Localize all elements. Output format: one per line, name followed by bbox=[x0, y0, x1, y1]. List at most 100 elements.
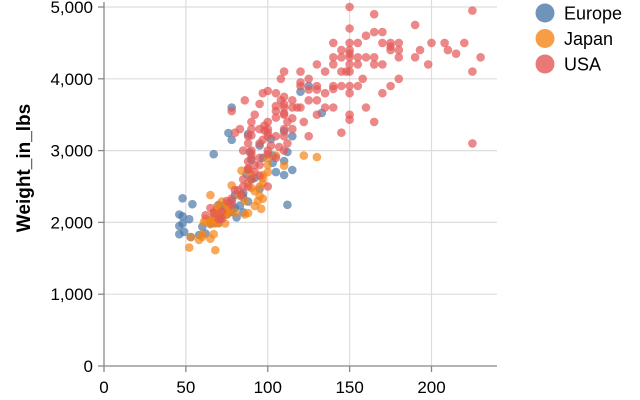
data-point-usa bbox=[320, 103, 330, 112]
data-point-europe bbox=[288, 165, 297, 175]
data-point-usa bbox=[271, 131, 281, 141]
legend-label-europe: Europe bbox=[564, 4, 622, 24]
data-point-europe bbox=[271, 167, 281, 177]
data-point-usa bbox=[255, 171, 264, 180]
legend: Europe Japan USA bbox=[535, 3, 622, 75]
data-point-usa bbox=[329, 103, 338, 112]
data-point-usa bbox=[243, 139, 253, 148]
data-point-usa bbox=[263, 182, 273, 191]
data-point-japan bbox=[209, 229, 218, 239]
data-point-usa bbox=[288, 114, 297, 123]
data-point-usa bbox=[337, 67, 346, 76]
data-point-usa bbox=[361, 53, 371, 62]
data-point-usa bbox=[296, 78, 305, 87]
data-point-usa bbox=[276, 74, 286, 84]
data-point-usa bbox=[227, 106, 236, 116]
grid bbox=[104, 0, 497, 366]
data-point-usa bbox=[345, 38, 354, 48]
data-point-japan bbox=[186, 232, 196, 242]
data-point-usa bbox=[263, 124, 273, 134]
data-point-usa bbox=[353, 38, 363, 48]
data-point-japan bbox=[206, 190, 215, 200]
data-point-usa bbox=[299, 117, 309, 127]
y-tick-label: 5,000 bbox=[50, 0, 93, 17]
legend-label-usa: USA bbox=[564, 55, 601, 75]
data-point-usa bbox=[279, 67, 289, 76]
data-point-usa bbox=[394, 38, 404, 48]
data-point-usa bbox=[423, 60, 433, 69]
data-point-europe bbox=[178, 219, 187, 228]
data-point-japan bbox=[250, 201, 259, 211]
data-point-usa bbox=[279, 146, 289, 155]
data-point-usa bbox=[337, 45, 346, 55]
data-point-europe bbox=[178, 194, 187, 203]
y-axis-title: Weight_in_lbs bbox=[14, 104, 35, 232]
data-point-usa bbox=[271, 113, 281, 122]
data-point-usa bbox=[243, 157, 253, 166]
data-point-usa bbox=[378, 88, 387, 98]
data-point-usa bbox=[312, 110, 322, 119]
legend-swatch-usa bbox=[535, 54, 555, 74]
data-point-usa bbox=[443, 45, 453, 55]
data-point-usa bbox=[279, 110, 289, 119]
data-point-usa bbox=[288, 96, 297, 105]
data-point-usa bbox=[337, 81, 346, 91]
data-point-usa bbox=[358, 74, 368, 84]
data-point-usa bbox=[451, 49, 461, 58]
data-point-usa bbox=[240, 96, 250, 105]
data-point-usa bbox=[369, 53, 379, 62]
data-point-usa bbox=[427, 38, 436, 48]
data-point-usa bbox=[250, 160, 259, 170]
data-point-usa bbox=[476, 53, 485, 62]
data-point-usa bbox=[238, 175, 248, 184]
data-point-usa bbox=[304, 74, 314, 84]
data-point-japan bbox=[230, 208, 240, 217]
data-point-usa bbox=[255, 124, 264, 134]
data-point-usa bbox=[288, 124, 297, 134]
data-point-usa bbox=[255, 153, 264, 163]
y-tick-label: 2,000 bbox=[50, 213, 93, 232]
data-point-usa bbox=[266, 141, 276, 150]
y-tick-label: 4,000 bbox=[50, 70, 93, 89]
data-point-usa bbox=[440, 38, 449, 48]
data-point-japan bbox=[243, 208, 253, 218]
data-point-usa bbox=[238, 146, 248, 155]
data-point-usa bbox=[279, 92, 289, 102]
data-point-usa bbox=[345, 88, 354, 98]
data-point-usa bbox=[304, 85, 314, 94]
data-point-usa bbox=[369, 60, 379, 69]
data-point-usa bbox=[345, 24, 354, 33]
x-tick-label: 150 bbox=[335, 378, 363, 397]
data-point-usa bbox=[329, 38, 338, 48]
data-point-usa bbox=[217, 214, 227, 224]
data-point-usa bbox=[353, 81, 363, 91]
data-point-usa bbox=[468, 6, 477, 15]
data-point-usa bbox=[378, 38, 387, 48]
data-point-usa bbox=[337, 128, 346, 137]
data-point-japan bbox=[299, 151, 309, 160]
data-point-usa bbox=[263, 86, 273, 96]
data-point-usa bbox=[394, 53, 404, 62]
points bbox=[175, 2, 485, 255]
data-point-usa bbox=[410, 53, 420, 62]
data-point-usa bbox=[312, 60, 322, 69]
data-point-japan bbox=[255, 182, 264, 191]
data-point-usa bbox=[247, 175, 256, 184]
data-point-usa bbox=[234, 185, 243, 195]
y-tick-label: 1,000 bbox=[50, 285, 93, 304]
data-point-japan bbox=[279, 161, 289, 170]
data-point-usa bbox=[247, 146, 256, 155]
data-point-usa bbox=[468, 67, 477, 76]
data-point-usa bbox=[320, 88, 330, 98]
data-point-usa bbox=[279, 103, 289, 112]
data-point-usa bbox=[378, 27, 387, 37]
x-tick-label: 200 bbox=[417, 378, 445, 397]
x-tick-label: 100 bbox=[254, 378, 282, 397]
data-point-europe bbox=[184, 214, 194, 224]
data-point-usa bbox=[345, 67, 354, 76]
data-point-usa bbox=[361, 31, 371, 40]
data-point-usa bbox=[250, 110, 259, 119]
data-point-usa bbox=[386, 38, 395, 48]
data-point-usa bbox=[345, 49, 354, 58]
